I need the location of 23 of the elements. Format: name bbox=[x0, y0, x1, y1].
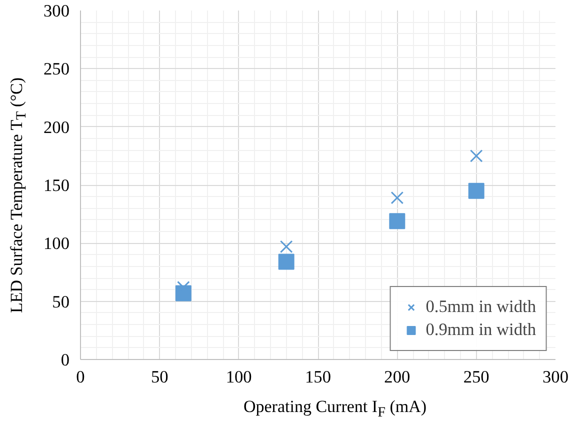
x-tick-label: 300 bbox=[542, 368, 569, 386]
y-tick-label: 100 bbox=[44, 234, 70, 254]
y-tick-label: 300 bbox=[44, 2, 70, 20]
point bbox=[468, 182, 484, 199]
x-tick-label: 200 bbox=[384, 368, 410, 386]
point bbox=[278, 254, 294, 270]
x-tick-label: 100 bbox=[226, 368, 252, 386]
point bbox=[280, 240, 293, 254]
legend-label: 0.9mm in width bbox=[426, 320, 536, 340]
x-axis-title: Operating Current I$_{F}$ (mA) bbox=[243, 396, 427, 422]
y-tick-label: 0 bbox=[60, 350, 70, 370]
y-tick-label: 250 bbox=[44, 60, 70, 79]
x-tick-label: 150 bbox=[305, 368, 332, 386]
x-tick-label: 250 bbox=[463, 368, 490, 386]
x-tick-label: 50 bbox=[151, 368, 168, 386]
y-tick-label: 50 bbox=[52, 292, 70, 312]
point bbox=[389, 213, 406, 230]
legend-label: 0.5mm in width bbox=[426, 297, 536, 317]
point bbox=[390, 191, 404, 204]
y-tick-label: 200 bbox=[44, 118, 70, 137]
x-tick-label: 0 bbox=[76, 368, 85, 386]
y-tick-label: 150 bbox=[44, 176, 70, 195]
point bbox=[470, 150, 483, 162]
